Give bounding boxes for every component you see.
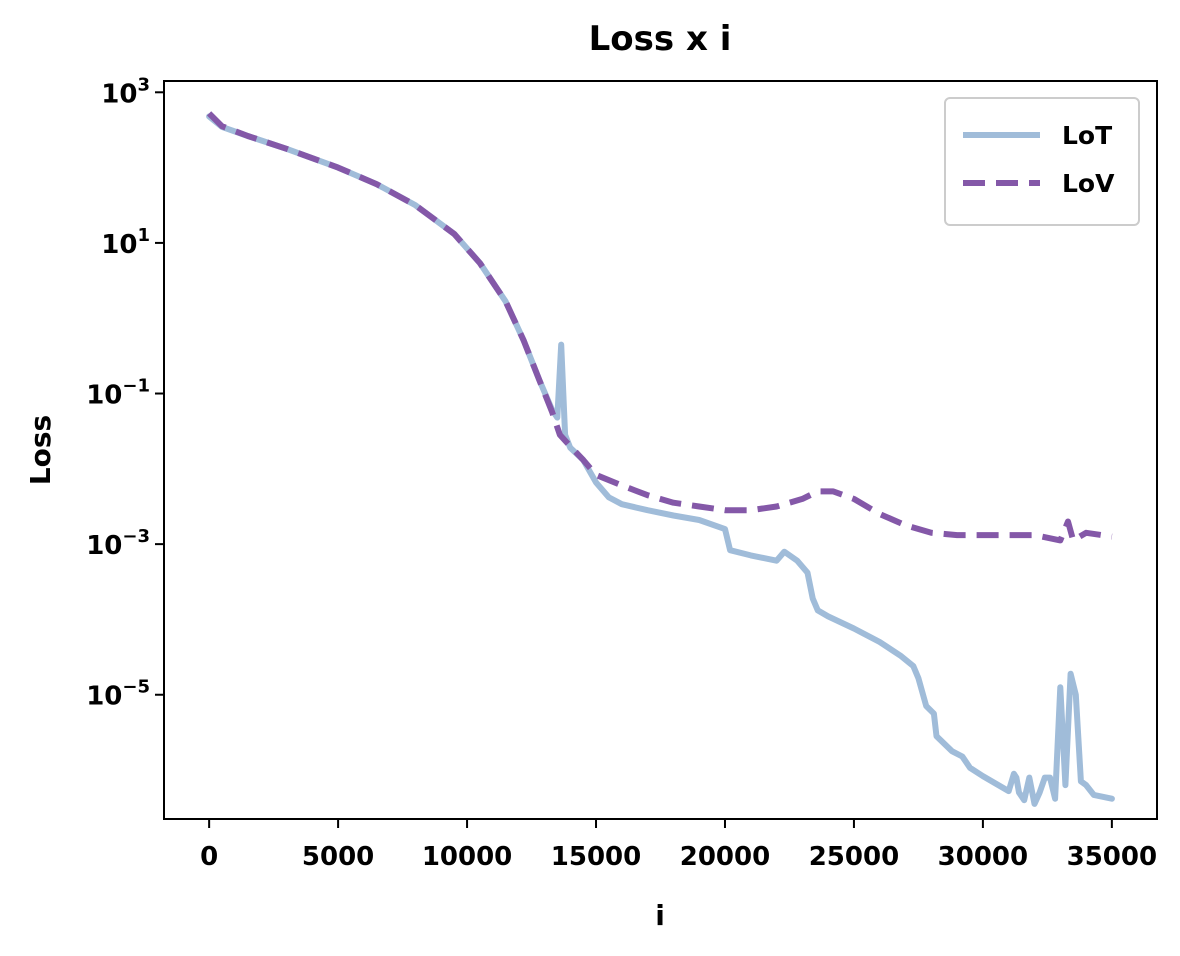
y-tick-label: 101	[101, 225, 150, 260]
legend: LoT LoV	[944, 97, 1140, 226]
x-axis-label: i	[655, 899, 665, 932]
x-tick-label: 0	[200, 842, 218, 872]
series-layer	[206, 111, 1115, 807]
plot-frame	[163, 80, 1158, 820]
x-axis-ticks: 0 5000 10000 15000 20000 25000 30000 35000	[200, 819, 1157, 872]
x-tick-label: 25000	[809, 842, 899, 872]
x-tick-label: 10000	[422, 842, 512, 872]
x-tick-label: 5000	[302, 842, 374, 872]
y-tick-label: 10−1	[86, 376, 150, 411]
y-tick-label: 10−5	[86, 677, 150, 712]
x-tick-label: 35000	[1067, 842, 1157, 872]
legend-label-lov: LoV	[1062, 169, 1115, 198]
legend-box	[944, 97, 1140, 226]
x-tick-label: 20000	[680, 842, 770, 872]
series-line-lov	[206, 111, 1113, 544]
legend-label-lot: LoT	[1062, 121, 1112, 150]
y-axis-ticks: 103 101 10−1 10−3 10−5	[86, 74, 164, 712]
x-tick-label: 15000	[551, 842, 641, 872]
y-tick-label: 10−3	[86, 526, 150, 561]
y-axis-label: Loss	[24, 415, 57, 485]
y-tick-label: 103	[101, 74, 150, 109]
chart-title: Loss x i	[589, 19, 732, 59]
x-tick-label: 30000	[938, 842, 1028, 872]
